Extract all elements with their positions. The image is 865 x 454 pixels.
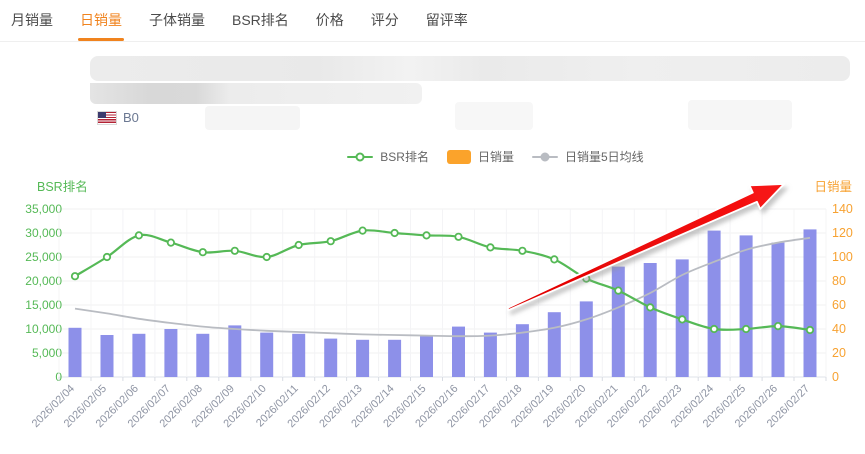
bsr-point[interactable] bbox=[518, 246, 527, 255]
bar-daily-sales[interactable] bbox=[643, 263, 657, 377]
right-axis-title: 日销量 bbox=[814, 180, 852, 194]
bsr-point[interactable] bbox=[358, 226, 367, 235]
bsr-point[interactable] bbox=[166, 238, 175, 247]
left-axis-tick-label: 30,000 bbox=[25, 226, 62, 240]
right-axis-tick-label: 140 bbox=[832, 202, 853, 216]
bsr-point[interactable] bbox=[262, 252, 271, 262]
bsr-point[interactable] bbox=[294, 240, 303, 250]
right-axis-tick-label: 0 bbox=[832, 370, 839, 384]
asin-row: B0 bbox=[98, 110, 139, 125]
bsr-point[interactable] bbox=[390, 228, 399, 238]
combo-chart[interactable]: 005,0002010,0004015,0006020,0008025,0001… bbox=[0, 140, 865, 454]
legend-line-circle-marker bbox=[347, 152, 374, 161]
bsr-point[interactable] bbox=[454, 232, 463, 241]
bsr-point[interactable] bbox=[198, 248, 207, 257]
trend-arrow-annotation bbox=[506, 183, 785, 312]
left-axis-tick-label: 15,000 bbox=[25, 298, 62, 312]
product-asin[interactable]: B0 bbox=[123, 110, 139, 125]
legend-label: 日销量 bbox=[477, 150, 514, 164]
legend-bar-swatch bbox=[446, 149, 471, 164]
left-axis-tick-label: 35,000 bbox=[25, 202, 62, 216]
bar-daily-sales[interactable] bbox=[547, 312, 561, 377]
left-axis-tick-label: 20,000 bbox=[25, 274, 62, 288]
bar-daily-sales[interactable] bbox=[452, 326, 465, 377]
legend-line-dot-marker bbox=[532, 152, 558, 161]
legend-item-2[interactable]: 日销量5日均线 bbox=[532, 148, 644, 165]
blurred-product-title bbox=[90, 56, 850, 81]
bar-daily-sales[interactable] bbox=[228, 325, 242, 377]
right-axis-tick-label: 80 bbox=[832, 274, 846, 288]
bar-daily-sales[interactable] bbox=[164, 329, 178, 377]
tab-5[interactable]: 评分 bbox=[370, 11, 399, 28]
bar-daily-sales[interactable] bbox=[771, 242, 785, 377]
bsr-point[interactable] bbox=[230, 246, 239, 255]
bar-daily-sales[interactable] bbox=[483, 332, 497, 377]
bar-daily-sales[interactable] bbox=[292, 333, 306, 377]
blurred-text-patch bbox=[688, 100, 792, 130]
blurred-product-subtitle bbox=[90, 83, 422, 104]
legend-label: BSR排名 bbox=[380, 150, 429, 164]
bar-daily-sales[interactable] bbox=[324, 338, 338, 377]
bar-daily-sales[interactable] bbox=[611, 266, 625, 377]
bsr-point[interactable] bbox=[678, 315, 687, 324]
bsr-point[interactable] bbox=[709, 324, 719, 334]
tab-2[interactable]: 子体销量 bbox=[149, 11, 205, 28]
right-axis-tick-label: 20 bbox=[832, 346, 846, 360]
tab-bar: 月销量 日销量 子体销量 BSR排名 价格 评分 留评率 bbox=[0, 0, 865, 42]
tab-1[interactable]: 日销量 bbox=[77, 0, 125, 42]
blurred-text-patch bbox=[455, 102, 533, 130]
tab-4[interactable]: 价格 bbox=[315, 11, 344, 28]
tab-3[interactable]: BSR排名 bbox=[232, 11, 289, 28]
left-axis-title: BSR排名 bbox=[37, 180, 88, 194]
left-axis-tick-label: 25,000 bbox=[25, 250, 62, 264]
bar-daily-sales[interactable] bbox=[707, 230, 721, 377]
bar-daily-sales[interactable] bbox=[579, 301, 593, 377]
chart-legend: BSR排名 日销量 日销量5日均线 bbox=[0, 148, 865, 165]
product-header: B0 bbox=[0, 42, 865, 140]
bsr-point[interactable] bbox=[773, 322, 783, 331]
right-axis-tick-label: 120 bbox=[832, 226, 853, 240]
bsr-point[interactable] bbox=[614, 286, 623, 295]
tab-0[interactable]: 月销量 bbox=[11, 11, 53, 28]
bsr-point[interactable] bbox=[134, 231, 143, 240]
bar-daily-sales[interactable] bbox=[739, 235, 753, 377]
bsr-point[interactable] bbox=[646, 303, 655, 312]
right-axis-tick-label: 100 bbox=[832, 250, 853, 264]
bar-daily-sales[interactable] bbox=[356, 339, 370, 377]
bsr-point[interactable] bbox=[326, 237, 335, 246]
ma5-line bbox=[74, 236, 811, 338]
bsr-point[interactable] bbox=[422, 231, 431, 240]
bar-daily-sales[interactable] bbox=[196, 333, 210, 377]
bsr-point[interactable] bbox=[486, 243, 495, 252]
bsr-point[interactable] bbox=[70, 272, 80, 281]
legend-item-0[interactable]: BSR排名 bbox=[347, 148, 429, 165]
left-axis-tick-label: 10,000 bbox=[25, 322, 62, 336]
bsr-point[interactable] bbox=[805, 325, 815, 335]
bsr-point[interactable] bbox=[550, 255, 559, 264]
bar-daily-sales[interactable] bbox=[260, 332, 274, 377]
bar-daily-sales[interactable] bbox=[515, 324, 529, 377]
bar-daily-sales[interactable] bbox=[388, 339, 402, 377]
blurred-text-patch bbox=[205, 106, 300, 130]
bar-daily-sales[interactable] bbox=[68, 327, 82, 377]
left-axis-tick-label: 5,000 bbox=[32, 346, 62, 360]
tab-6[interactable]: 留评率 bbox=[425, 11, 468, 28]
right-axis-tick-label: 40 bbox=[832, 322, 846, 336]
bsr-point[interactable] bbox=[102, 252, 112, 262]
bar-daily-sales[interactable] bbox=[100, 335, 114, 377]
bsr-point[interactable] bbox=[741, 324, 751, 334]
legend-label: 日销量5日均线 bbox=[565, 150, 644, 164]
bar-daily-sales[interactable] bbox=[420, 336, 433, 377]
bar-daily-sales[interactable] bbox=[132, 333, 146, 377]
legend-item-1[interactable]: 日销量 bbox=[446, 148, 514, 165]
bar-daily-sales[interactable] bbox=[803, 229, 817, 377]
right-axis-tick-label: 60 bbox=[832, 298, 846, 312]
us-flag-icon bbox=[98, 111, 116, 124]
